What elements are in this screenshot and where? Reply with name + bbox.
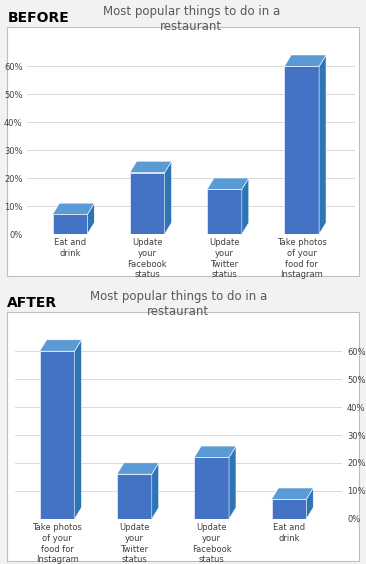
Polygon shape [130,173,165,234]
Polygon shape [194,446,236,457]
Polygon shape [284,55,326,67]
Polygon shape [165,161,172,234]
Polygon shape [242,178,249,234]
Polygon shape [319,55,326,234]
Polygon shape [272,488,313,499]
Title: Most popular things to do in a
restaurant: Most popular things to do in a restauran… [102,5,280,33]
Polygon shape [207,178,249,190]
Polygon shape [40,351,75,519]
Polygon shape [53,214,87,234]
Polygon shape [272,499,306,519]
Polygon shape [53,203,94,214]
Polygon shape [130,161,172,173]
Polygon shape [117,463,159,474]
Polygon shape [152,463,159,519]
Polygon shape [87,203,94,234]
Polygon shape [207,190,242,234]
Text: BEFORE: BEFORE [7,11,69,25]
Polygon shape [194,457,229,519]
Polygon shape [75,340,82,519]
Polygon shape [229,446,236,519]
Polygon shape [40,340,82,351]
Polygon shape [306,488,313,519]
Polygon shape [284,67,319,234]
Text: AFTER: AFTER [7,296,57,310]
Polygon shape [117,474,152,519]
Title: Most popular things to do in a
restaurant: Most popular things to do in a restauran… [90,290,267,318]
